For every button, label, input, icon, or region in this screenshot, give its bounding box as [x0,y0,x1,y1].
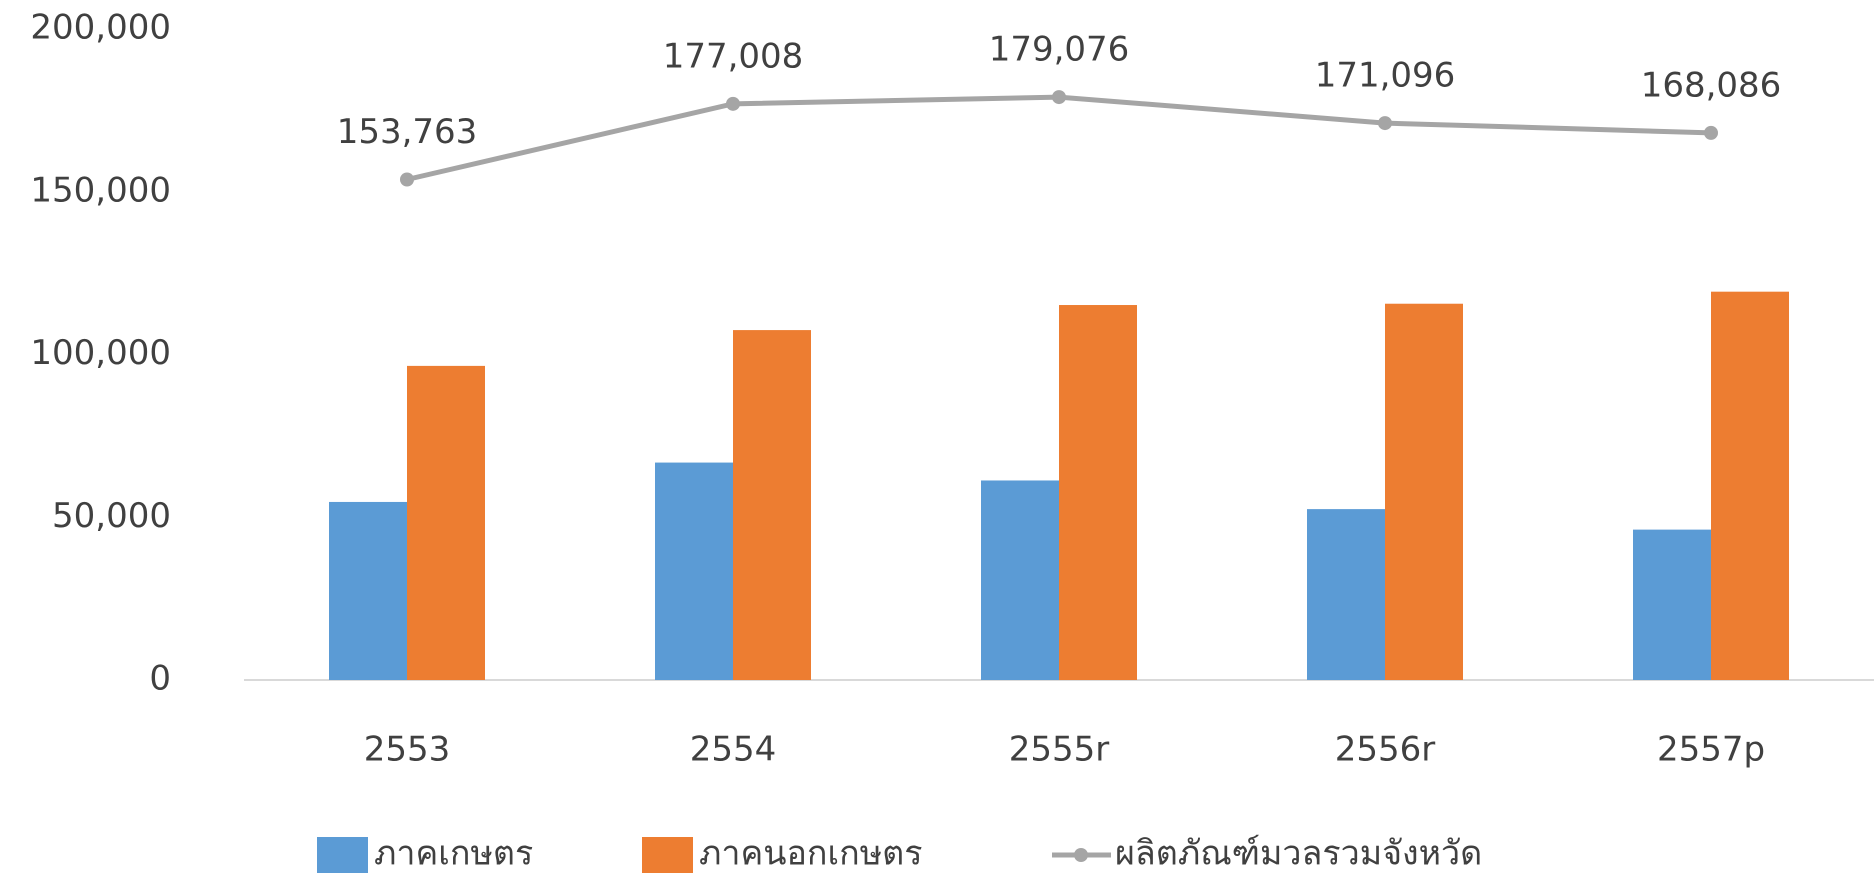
legend-label: ภาคเกษตร [374,834,533,874]
y-tick-label: 200,000 [30,8,171,48]
bar [1633,529,1711,680]
bar [1059,305,1137,680]
y-tick-label: 0 [149,659,171,699]
x-tick-label: 2554 [690,730,777,770]
legend-swatch [317,837,368,873]
x-tick-label: 2556r [1335,730,1436,770]
y-tick-label: 100,000 [30,333,171,373]
y-tick-label: 50,000 [52,496,171,536]
legend-marker [1074,848,1088,862]
legend-label: ภาคนอกเกษตร [699,834,922,874]
bar [1711,291,1789,680]
line-series [406,94,1712,182]
data-label: 168,086 [1641,65,1782,105]
bar [1307,509,1385,680]
line-point [726,96,740,111]
y-tick-label: 150,000 [30,170,171,210]
bar [329,501,407,680]
bar [733,330,811,680]
data-label: 153,763 [337,112,478,152]
x-tick-label: 2553 [364,730,451,770]
data-label: 177,008 [663,36,804,76]
line-point [400,172,414,187]
bar [407,365,485,680]
legend-label: ผลิตภัณฑ์มวลรวมจังหวัด [1115,834,1482,874]
data-label: 171,096 [1315,56,1456,96]
line-point [1704,125,1718,140]
x-tick-label: 2555r [1009,730,1110,770]
x-tick-label: 2557p [1657,730,1765,770]
data-label: 179,076 [989,30,1130,70]
bar [655,462,733,680]
legend-swatch [642,837,693,873]
line-point [1052,90,1066,105]
line-point [1378,116,1392,131]
bar [1385,303,1463,680]
bar [981,480,1059,680]
